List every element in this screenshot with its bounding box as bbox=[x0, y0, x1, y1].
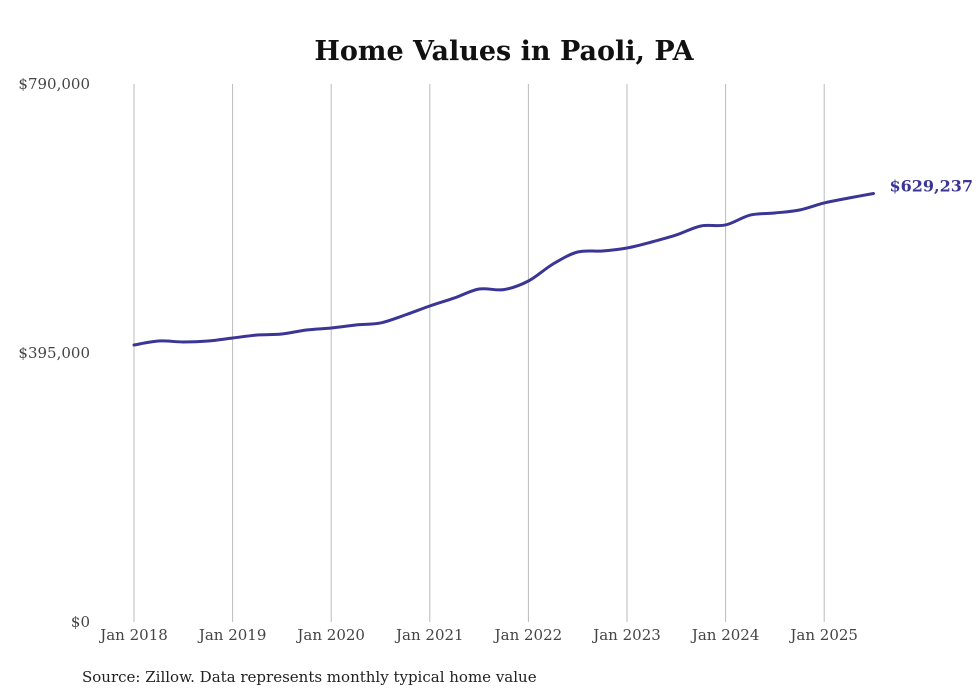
x-tick-label: Jan 2023 bbox=[591, 626, 661, 644]
y-tick-label: $395,000 bbox=[18, 344, 90, 362]
y-tick-label: $0 bbox=[71, 613, 90, 631]
end-value-label: $629,237 bbox=[890, 176, 974, 195]
x-tick-label: Jan 2024 bbox=[690, 626, 760, 644]
x-tick-label: Jan 2021 bbox=[394, 626, 464, 644]
x-tick-label: Jan 2025 bbox=[788, 626, 858, 644]
x-tick-label: Jan 2019 bbox=[197, 626, 267, 644]
x-tick-label: Jan 2020 bbox=[295, 626, 365, 644]
x-tick-label: Jan 2018 bbox=[98, 626, 168, 644]
chart-title: Home Values in Paoli, PA bbox=[314, 36, 694, 67]
series-line bbox=[132, 191, 875, 347]
y-tick-label: $790,000 bbox=[18, 75, 90, 93]
source-note: Source: Zillow. Data represents monthly … bbox=[82, 668, 537, 686]
x-tick-label: Jan 2022 bbox=[493, 626, 563, 644]
